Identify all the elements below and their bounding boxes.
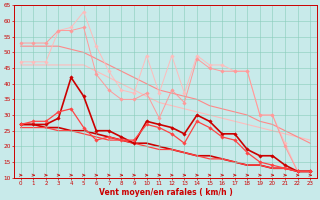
X-axis label: Vent moyen/en rafales ( km/h ): Vent moyen/en rafales ( km/h ) xyxy=(99,188,232,197)
